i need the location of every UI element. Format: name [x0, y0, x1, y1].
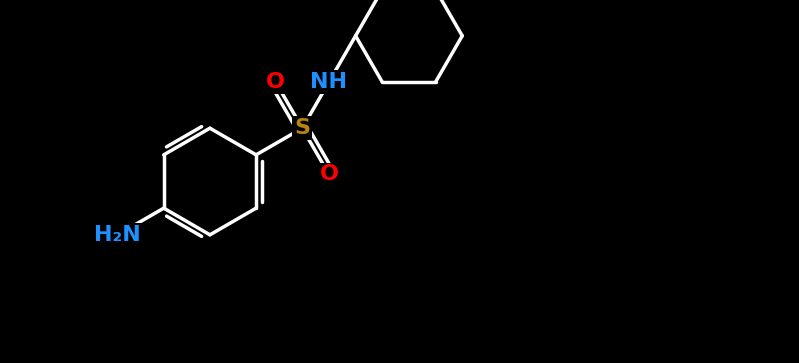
- Text: H₂N: H₂N: [94, 225, 141, 245]
- Text: NH: NH: [311, 72, 348, 92]
- Text: O: O: [266, 72, 285, 92]
- Text: S: S: [294, 118, 310, 138]
- Text: O: O: [320, 164, 339, 184]
